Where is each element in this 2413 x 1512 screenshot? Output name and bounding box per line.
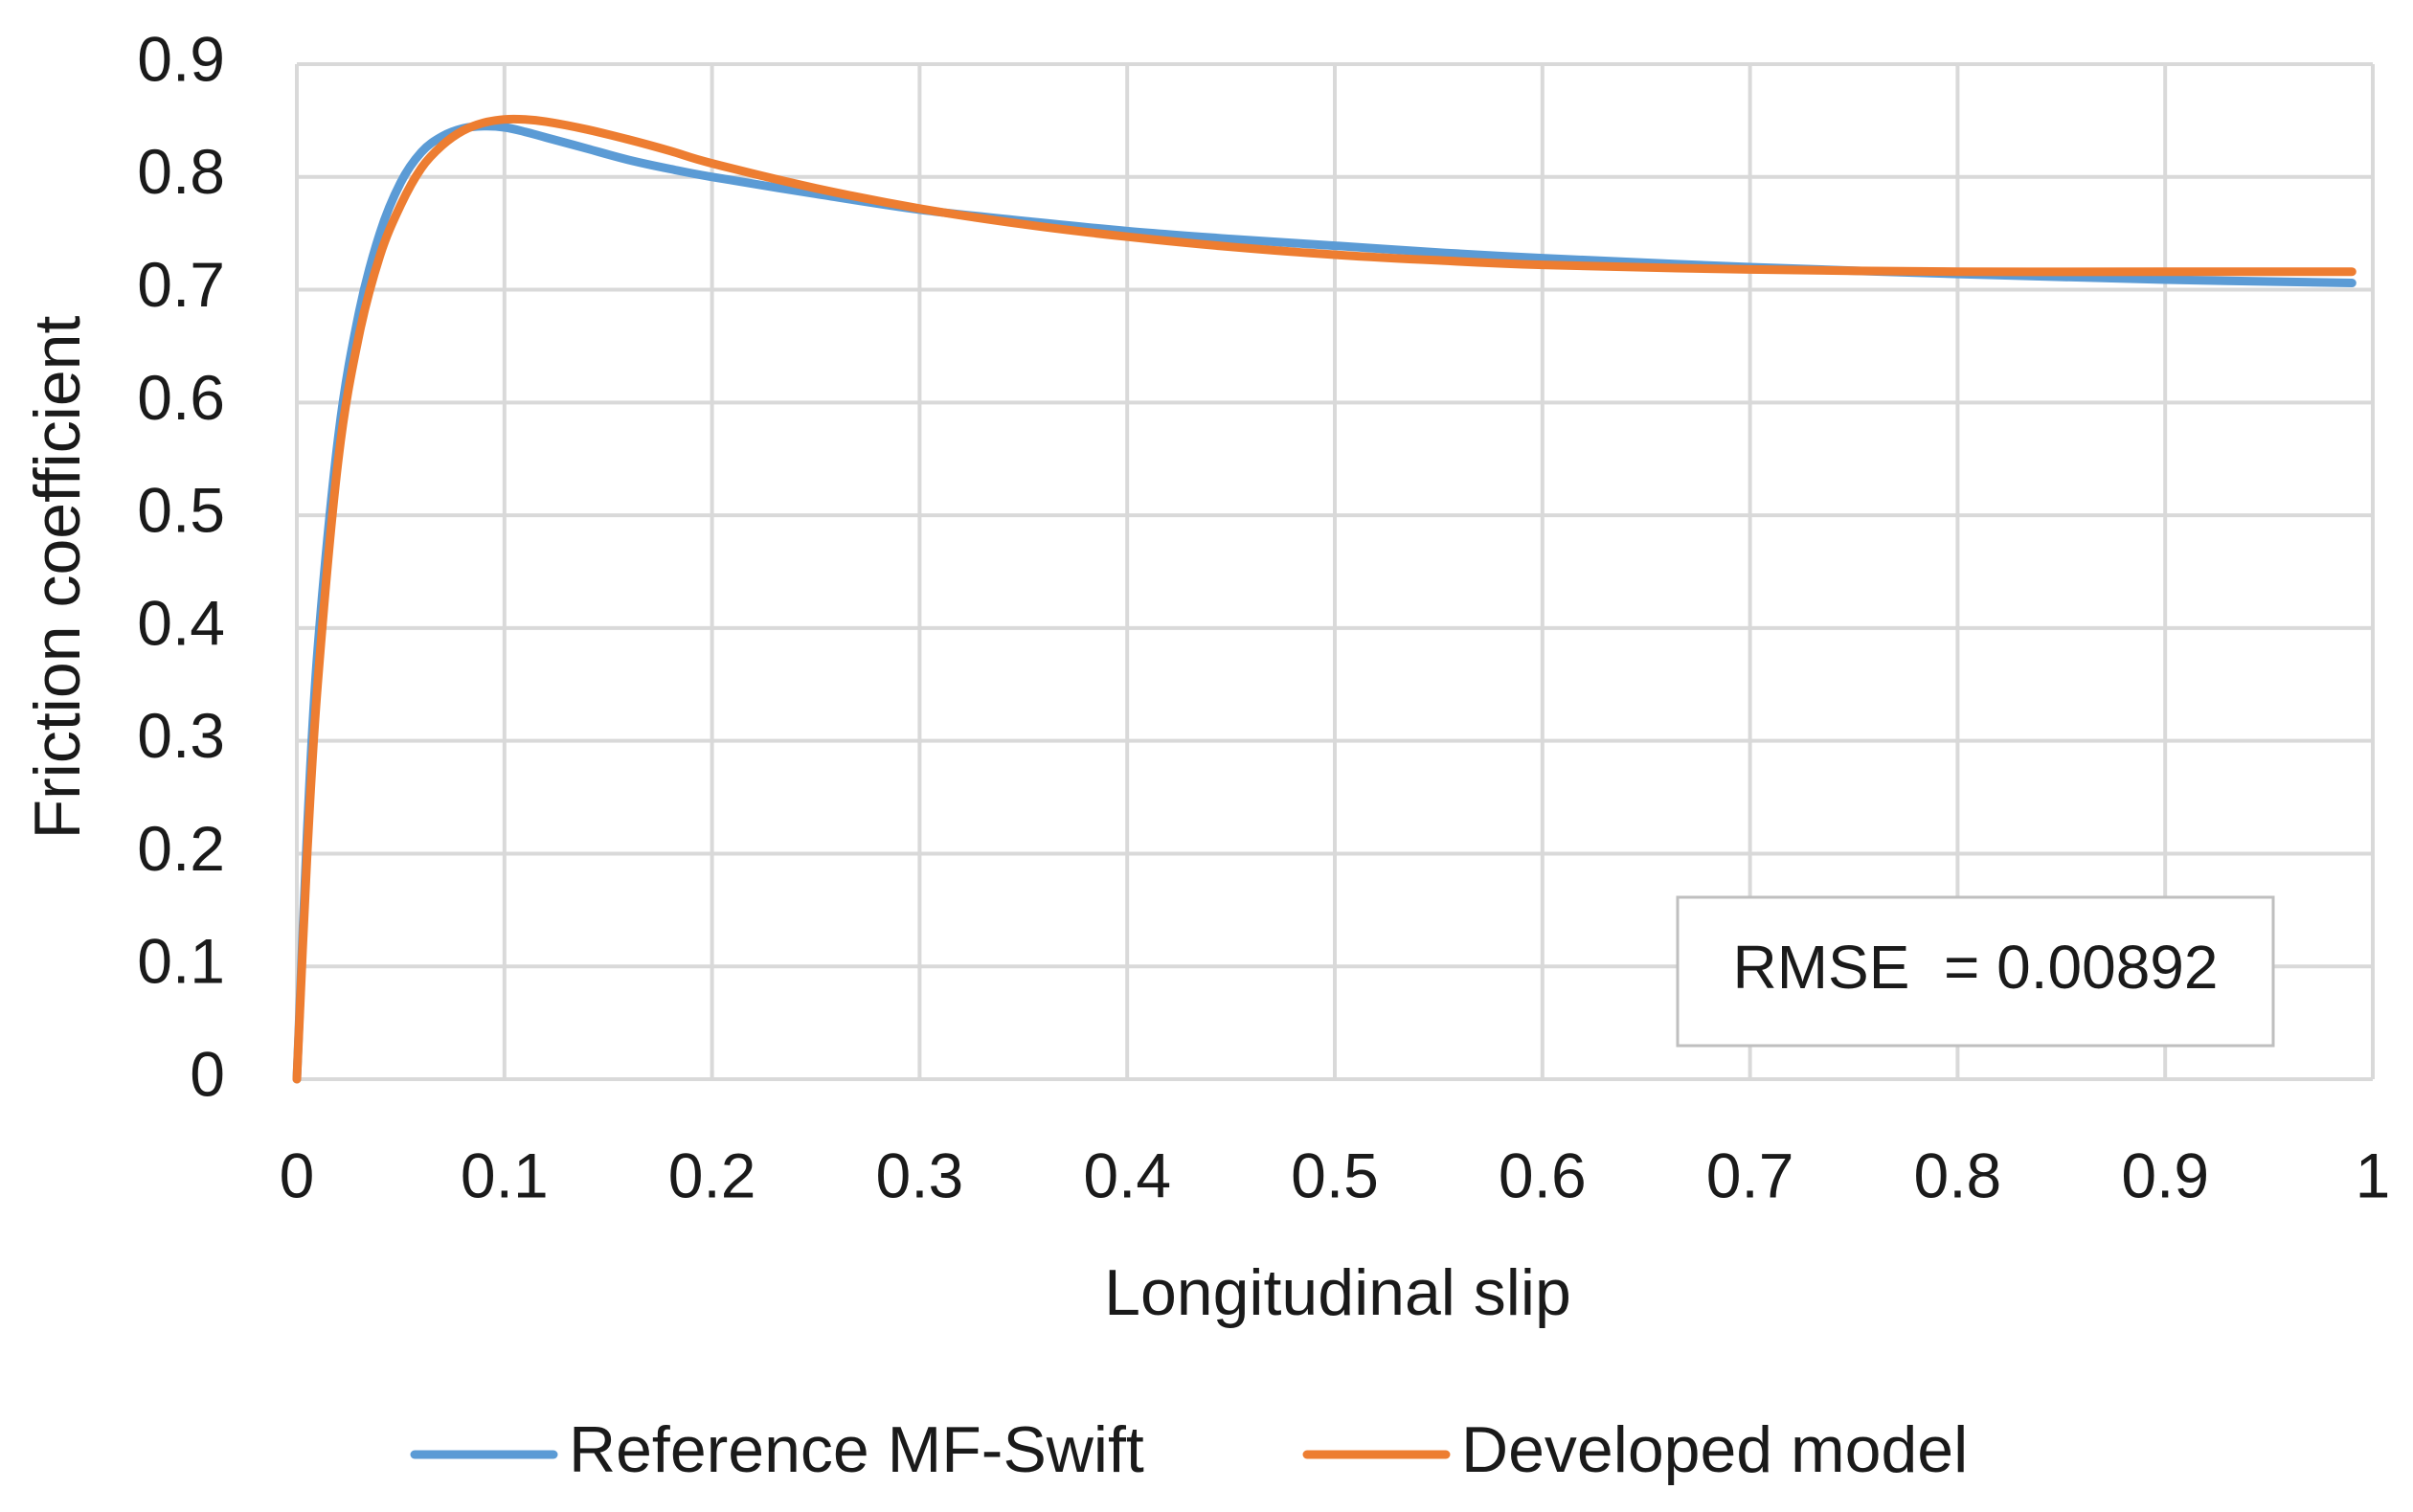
x-tick-label: 0.5 bbox=[1291, 1140, 1379, 1210]
x-tick-label: 0 bbox=[280, 1140, 315, 1210]
x-tick-label: 0.2 bbox=[668, 1140, 756, 1210]
series-line-developed bbox=[292, 114, 2357, 1084]
y-tick-label: 0.7 bbox=[137, 249, 225, 320]
series-line-reference bbox=[292, 122, 2357, 1084]
x-tick-label: 0.8 bbox=[1914, 1140, 2002, 1210]
legend-label-developed: Developed model bbox=[1461, 1413, 1968, 1486]
legend-label-reference: Reference MF-Swift bbox=[569, 1413, 1144, 1486]
y-tick-label: 0.8 bbox=[137, 136, 225, 207]
y-tick-label: 0.6 bbox=[137, 362, 225, 433]
x-tick-label: 0.1 bbox=[461, 1140, 549, 1210]
x-tick-label: 0.6 bbox=[1499, 1140, 1587, 1210]
y-tick-labels: 0 0.1 0.2 0.3 0.4 0.5 0.6 0.7 0.8 0.9 bbox=[137, 23, 225, 1109]
annotation-text: RMSE = 0.00892 bbox=[1733, 933, 2219, 1002]
rmse-annotation: RMSE = 0.00892 bbox=[1676, 895, 2275, 1048]
series-lines bbox=[292, 114, 2357, 1084]
y-axis-title: Friction coefficient bbox=[21, 316, 94, 840]
x-tick-label: 0.9 bbox=[2121, 1140, 2209, 1210]
y-tick-label: 0 bbox=[190, 1038, 225, 1109]
annotation-box bbox=[1676, 895, 2275, 1048]
x-tick-label: 0.7 bbox=[1706, 1140, 1794, 1210]
y-tick-label: 0.1 bbox=[137, 926, 225, 997]
x-axis-title: Longitudinal slip bbox=[1104, 1256, 1571, 1329]
y-tick-label: 0.3 bbox=[137, 700, 225, 771]
x-tick-label: 0.4 bbox=[1083, 1140, 1171, 1210]
y-tick-label: 0.9 bbox=[137, 23, 225, 94]
x-tick-label: 0.3 bbox=[876, 1140, 964, 1210]
legend: Reference MF-Swift Developed model bbox=[410, 1413, 1968, 1486]
x-tick-labels: 0 0.1 0.2 0.3 0.4 0.5 0.6 0.7 0.8 0.9 1 bbox=[280, 1140, 2391, 1210]
x-tick-label: 1 bbox=[2356, 1140, 2391, 1210]
y-tick-label: 0.5 bbox=[137, 475, 225, 546]
y-tick-label: 0.2 bbox=[137, 813, 225, 884]
y-tick-label: 0.4 bbox=[137, 587, 225, 658]
